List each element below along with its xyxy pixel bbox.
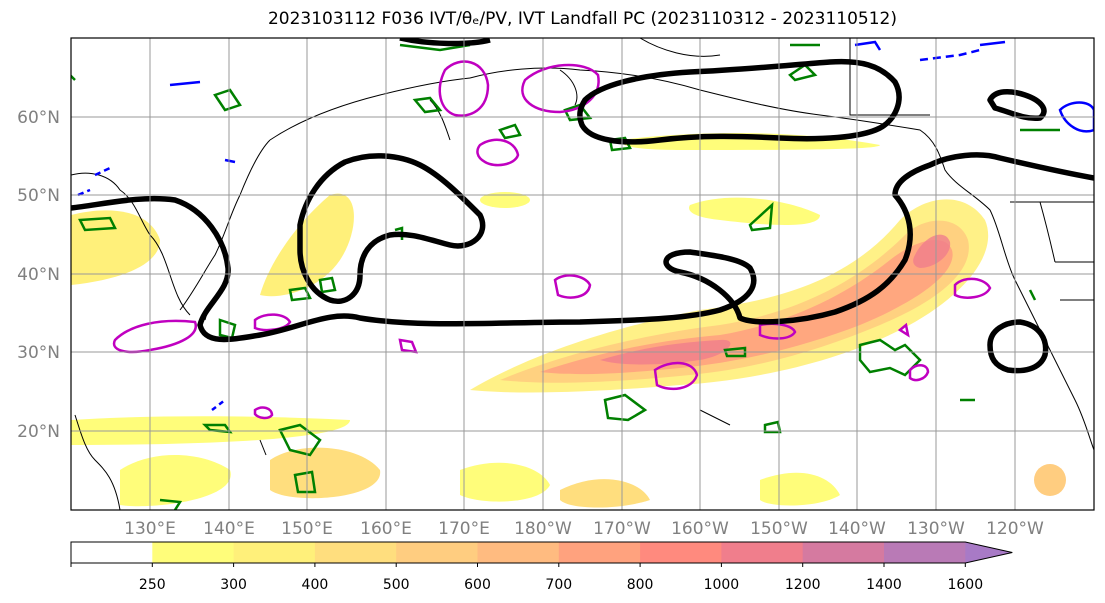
lon-label-170w: 170°W bbox=[593, 519, 651, 539]
lat-label-30n: 30°N bbox=[17, 343, 60, 363]
colorbar-extend-arrow bbox=[965, 542, 1013, 563]
colorbar-swatch bbox=[314, 542, 397, 563]
colorbar-tick-label: 600 bbox=[464, 577, 491, 593]
lon-label-140e: 140°E bbox=[203, 519, 255, 539]
lat-label-50n: 50°N bbox=[17, 186, 60, 206]
colorbar-tick-label: 1000 bbox=[704, 577, 740, 593]
colorbar: 250 300 400 500 600 700 800 1000 1200 1400 1600 bbox=[70, 541, 1013, 593]
lon-label-150w: 150°W bbox=[750, 519, 808, 539]
lon-label-140w: 140°W bbox=[828, 519, 886, 539]
lon-label-170e: 170°E bbox=[438, 519, 490, 539]
colorbar-tick-label: 1600 bbox=[947, 577, 983, 593]
colorbar-tick-label: 1400 bbox=[866, 577, 902, 593]
colorbar-tick-label: 300 bbox=[220, 577, 247, 593]
colorbar-swatch bbox=[884, 542, 966, 563]
longitude-axis: 130°E 140°E 150°E 160°E 170°E 180°W 170°… bbox=[124, 519, 1044, 539]
colorbar-swatch bbox=[233, 542, 316, 563]
colorbar-swatch bbox=[640, 542, 722, 563]
colorbar-outline bbox=[70, 541, 1013, 564]
lat-label-60n: 60°N bbox=[17, 108, 60, 128]
map-frame bbox=[70, 37, 1095, 511]
lon-label-130w: 130°W bbox=[907, 519, 965, 539]
gridlines bbox=[71, 38, 1094, 510]
colorbar-tick-label: 700 bbox=[545, 577, 572, 593]
pv-negative-contours bbox=[77, 40, 1094, 411]
colorbar-swatch bbox=[71, 542, 153, 563]
map-title: 2023103112 F036 IVT/θₑ/PV, IVT Landfall … bbox=[267, 9, 898, 29]
colorbar-tick-label: 250 bbox=[139, 577, 166, 593]
colorbar-swatch bbox=[477, 542, 560, 563]
latitude-axis: 60°N 50°N 40°N 30°N 20°N bbox=[17, 108, 60, 442]
lon-label-120w: 120°W bbox=[986, 519, 1044, 539]
theta-e-contours bbox=[71, 43, 1060, 510]
lat-label-20n: 20°N bbox=[17, 422, 60, 442]
lon-label-160e: 160°E bbox=[360, 519, 412, 539]
colorbar-swatches bbox=[71, 542, 1013, 563]
lon-label-180w: 180°W bbox=[514, 519, 572, 539]
colorbar-tick-label: 800 bbox=[627, 577, 654, 593]
colorbar-swatch bbox=[558, 542, 641, 563]
colorbar-swatch bbox=[802, 542, 885, 563]
lon-label-130e: 130°E bbox=[124, 519, 176, 539]
colorbar-tick-label: 500 bbox=[383, 577, 410, 593]
colorbar-swatch bbox=[396, 542, 478, 563]
lon-label-150e: 150°E bbox=[281, 519, 333, 539]
colorbar-ticks: 250 300 400 500 600 700 800 1000 1200 1400 1600 bbox=[70, 563, 983, 593]
lon-label-160w: 160°W bbox=[671, 519, 729, 539]
colorbar-tick-label: 400 bbox=[302, 577, 329, 593]
colorbar-swatch bbox=[152, 542, 235, 563]
colorbar-tick-label: 1200 bbox=[785, 577, 821, 593]
lat-label-40n: 40°N bbox=[17, 265, 60, 285]
colorbar-swatch bbox=[721, 542, 804, 563]
